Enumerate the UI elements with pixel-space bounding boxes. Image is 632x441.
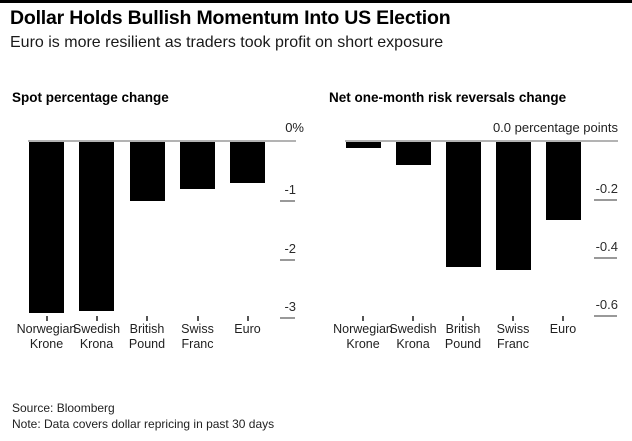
category-tick xyxy=(246,316,249,321)
category-label: Swedish Krona xyxy=(72,322,121,351)
category-tick xyxy=(562,316,564,321)
category-tick xyxy=(412,316,414,321)
ytick-label: -0.4 xyxy=(595,239,618,255)
category-label: Norwegian Krone xyxy=(16,322,77,351)
bar-euro xyxy=(545,142,581,220)
left-chart-zero-line xyxy=(28,140,296,142)
bar-swedish-krona xyxy=(395,142,431,165)
page-title: Dollar Holds Bullish Momentum Into US El… xyxy=(10,7,451,29)
note-text: Note: Data covers dollar repricing in pa… xyxy=(12,417,275,431)
bar-swiss-franc xyxy=(495,142,531,270)
category-tick xyxy=(146,316,148,321)
right-chart-zero-line xyxy=(345,140,618,142)
bar-norwegian-krone xyxy=(345,142,381,148)
category-label: Euro xyxy=(234,322,261,336)
bar-swiss-franc xyxy=(180,142,215,189)
bar-norwegian-krone xyxy=(29,142,64,313)
left-chart-title: Spot percentage change xyxy=(12,90,169,105)
ytick-dash xyxy=(594,199,617,201)
bar-swedish-krona xyxy=(79,142,114,311)
category-tick xyxy=(196,316,199,321)
category-label: British Pound xyxy=(444,322,482,351)
category-label: Swiss Franc xyxy=(496,322,530,351)
ytick-label: -0.2 xyxy=(595,181,618,197)
ytick-label: -1 xyxy=(284,181,296,197)
left-chart-zero-axis-label: 0% xyxy=(285,120,304,135)
ytick-dash xyxy=(280,317,295,319)
ytick-label: -3 xyxy=(284,299,296,315)
category-tick xyxy=(462,316,464,321)
ytick-label: -0.6 xyxy=(595,297,618,313)
category-label: British Pound xyxy=(128,322,166,351)
ytick-dash xyxy=(280,259,295,261)
top-rule xyxy=(0,0,632,3)
category-label: Euro xyxy=(549,322,577,336)
category-tick xyxy=(362,316,364,321)
ytick-dash xyxy=(280,200,295,202)
source-text: Source: Bloomberg xyxy=(12,401,115,415)
ytick-label: -2 xyxy=(284,240,296,256)
bar-euro xyxy=(230,142,265,183)
category-label: Swedish Krona xyxy=(389,322,437,351)
category-tick xyxy=(95,316,98,321)
category-label: Norwegian Krone xyxy=(333,322,393,351)
category-tick xyxy=(45,316,48,321)
ytick-dash xyxy=(594,315,617,317)
page-subtitle: Euro is more resilient as traders took p… xyxy=(10,34,444,51)
bar-british-pound xyxy=(129,142,165,201)
right-chart-zero-axis-label: 0.0 percentage points xyxy=(492,120,618,135)
right-chart-title: Net one-month risk reversals change xyxy=(329,90,567,105)
ytick-dash xyxy=(594,257,617,259)
category-tick xyxy=(512,316,514,321)
category-label: Swiss Franc xyxy=(181,322,214,351)
bar-british-pound xyxy=(445,142,481,267)
